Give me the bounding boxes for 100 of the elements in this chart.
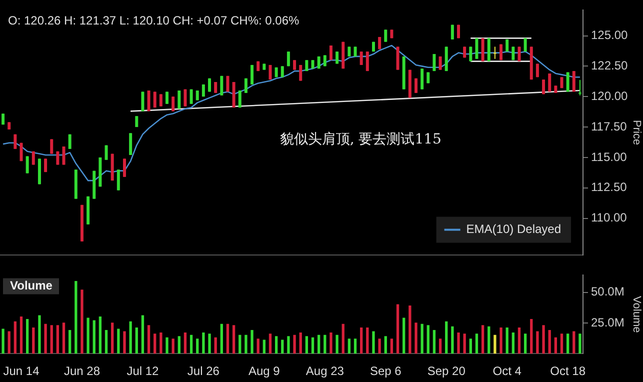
y-tick-label: 120.00 [591, 88, 628, 103]
y-tick-label: 50.0M [591, 284, 624, 299]
bar [414, 322, 418, 354]
bar [342, 324, 344, 354]
bar [451, 326, 454, 354]
bar [129, 321, 132, 354]
bar [560, 334, 564, 354]
bar [475, 334, 478, 354]
bar [202, 332, 205, 354]
bar [305, 336, 308, 354]
bar [481, 325, 484, 354]
bar [330, 332, 332, 354]
x-tick-label: Aug 9 [248, 364, 280, 378]
chart-title: O: 120.26 H: 121.37 L: 120.10 CH: +0.07 CH%: 0.06% [8, 14, 300, 28]
bar [554, 337, 557, 354]
bar [80, 290, 84, 354]
bar [566, 334, 570, 354]
annotation: 貌似头肩顶, 要去测试115 [280, 131, 442, 148]
bar [62, 322, 66, 354]
bar [384, 336, 387, 354]
bar [32, 328, 35, 354]
bar [86, 318, 90, 354]
bar [256, 338, 260, 354]
bar [287, 336, 290, 354]
bar [38, 315, 41, 354]
bar [408, 305, 412, 354]
bar [281, 340, 284, 354]
x-tick-label: Jul 12 [126, 364, 160, 378]
bar [494, 334, 496, 354]
bar [463, 334, 466, 354]
bar [214, 337, 217, 354]
bar [50, 325, 53, 354]
bar [2, 328, 4, 354]
bar [220, 324, 223, 354]
y-tick-label: 25.0M [591, 315, 624, 330]
bar [420, 324, 424, 354]
bar [238, 334, 242, 354]
bar [117, 328, 120, 354]
bar [262, 340, 266, 354]
x-tick-label: Sep 20 [427, 364, 466, 378]
bar [524, 334, 527, 354]
bar [506, 328, 508, 354]
bar [324, 334, 326, 354]
bar [154, 334, 156, 354]
bar [172, 338, 174, 354]
bar [196, 338, 199, 354]
bar [178, 336, 180, 354]
bar [68, 330, 72, 354]
bar [232, 325, 236, 354]
bar [14, 321, 17, 354]
bar [135, 328, 138, 354]
y-tick-label: 112.50 [591, 180, 628, 194]
chart-title: Volume [10, 278, 53, 293]
bar [20, 316, 23, 354]
bar [500, 328, 502, 354]
x-tick-label: Aug 23 [306, 364, 344, 378]
candlestick [578, 80, 582, 96]
y-tick-label: 122.50 [591, 58, 628, 72]
bar [111, 322, 114, 354]
bar [488, 326, 490, 354]
bar [104, 330, 108, 354]
bar [336, 334, 338, 354]
candlestick [493, 46, 496, 59]
bar [432, 330, 436, 354]
bar [548, 330, 551, 354]
bar [226, 324, 230, 354]
bar [318, 334, 320, 354]
bar [402, 318, 406, 354]
bar [98, 316, 102, 354]
bar [469, 338, 472, 354]
bar [26, 318, 29, 354]
bar [542, 325, 545, 354]
bar [426, 325, 430, 354]
bar [190, 334, 193, 354]
bar [536, 331, 539, 354]
x-tick-label: Oct 18 [550, 364, 586, 378]
y-tick-label: 117.50 [591, 119, 628, 134]
bar [160, 332, 162, 354]
x-tick-label: Sep 6 [370, 364, 402, 378]
bar [578, 334, 582, 354]
y-axis-title: Price [630, 120, 642, 146]
bar [311, 337, 314, 354]
bar [244, 334, 248, 354]
bar [293, 334, 296, 354]
bar [44, 324, 47, 354]
y-tick-label: 125.00 [591, 28, 628, 42]
bar [372, 331, 375, 354]
bar [299, 332, 302, 354]
bar [147, 325, 150, 354]
bar [208, 334, 211, 354]
y-tick-label: 110.00 [591, 210, 628, 225]
bar [378, 338, 381, 354]
bar [250, 330, 254, 354]
y-tick-label: 115.00 [591, 150, 628, 164]
bar [530, 318, 533, 354]
x-tick-label: Jun 28 [64, 364, 100, 378]
bar [268, 334, 272, 354]
bar [123, 331, 126, 354]
bar [8, 331, 10, 354]
bar [438, 338, 442, 354]
